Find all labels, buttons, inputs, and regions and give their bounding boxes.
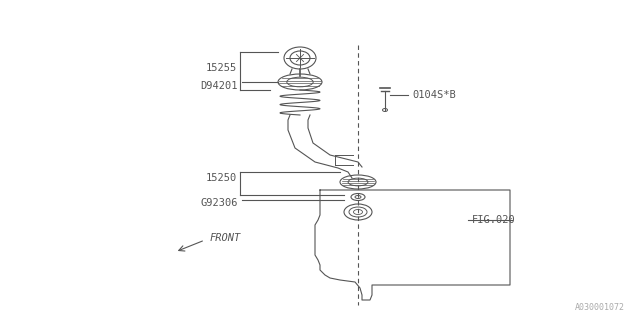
Text: G92306: G92306 [200, 198, 238, 208]
Text: D94201: D94201 [200, 81, 238, 91]
Text: FIG.020: FIG.020 [472, 215, 516, 225]
Text: 0104S*B: 0104S*B [412, 90, 456, 100]
Text: 15255: 15255 [205, 63, 237, 73]
Text: A030001072: A030001072 [575, 303, 625, 312]
Text: 15250: 15250 [205, 173, 237, 183]
Text: FRONT: FRONT [210, 233, 241, 243]
